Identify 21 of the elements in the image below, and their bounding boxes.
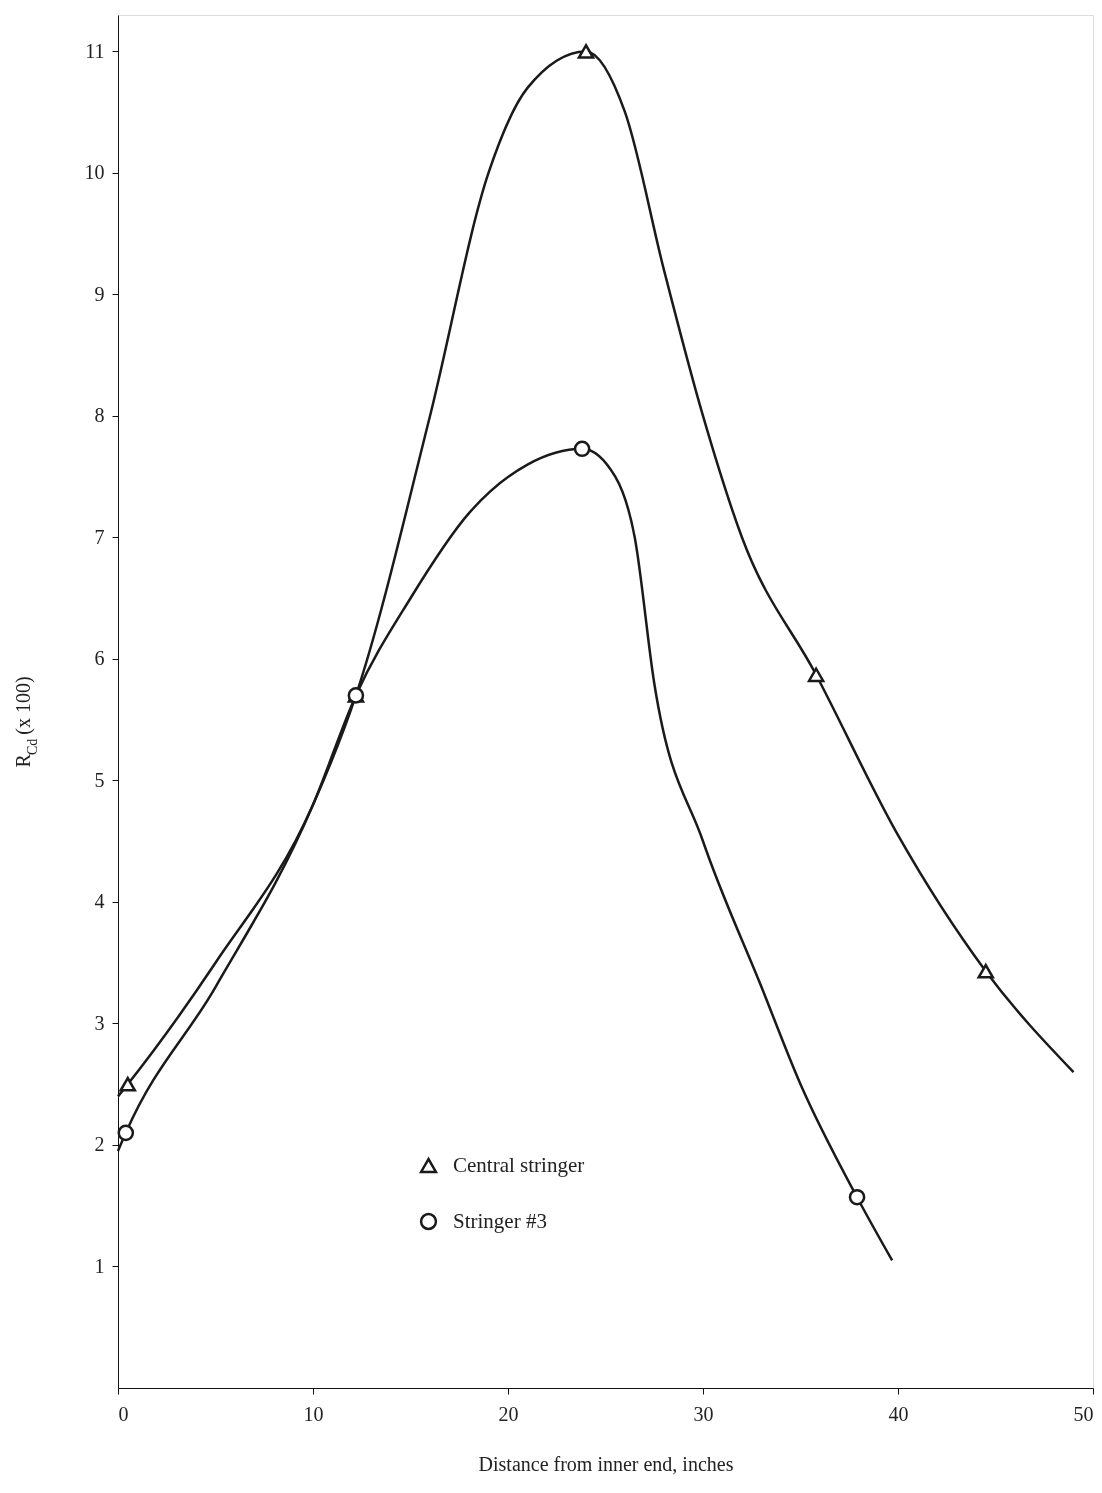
y-tick-label: 9 bbox=[94, 282, 105, 305]
y-tick-label: 10 bbox=[84, 161, 105, 184]
y-tick-label: 11 bbox=[85, 39, 105, 62]
y-tick-label: 3 bbox=[94, 1011, 105, 1034]
y-axis-title: RCd (x 100) bbox=[12, 676, 40, 768]
x-tick-label: 30 bbox=[693, 1402, 714, 1425]
legend-label: Central stringer bbox=[453, 1152, 585, 1177]
x-tick-label: 10 bbox=[303, 1402, 324, 1425]
x-tick-label: 50 bbox=[1073, 1402, 1094, 1425]
y-tick-label: 4 bbox=[94, 890, 105, 913]
y-tick-label: 2 bbox=[94, 1133, 105, 1156]
x-tick-label: 40 bbox=[888, 1402, 909, 1425]
legend-label: Stringer #3 bbox=[453, 1208, 547, 1233]
y-tick-label: 5 bbox=[94, 768, 105, 791]
y-tick-label: 6 bbox=[94, 647, 105, 670]
y-tick-label: 8 bbox=[94, 404, 105, 427]
x-axis-title: Distance from inner end, inches bbox=[478, 1452, 734, 1475]
x-tick-label: 20 bbox=[498, 1402, 519, 1425]
x-tick-label: 0 bbox=[118, 1402, 129, 1425]
y-tick-label: 1 bbox=[94, 1255, 105, 1277]
y-tick-label: 7 bbox=[94, 525, 105, 548]
